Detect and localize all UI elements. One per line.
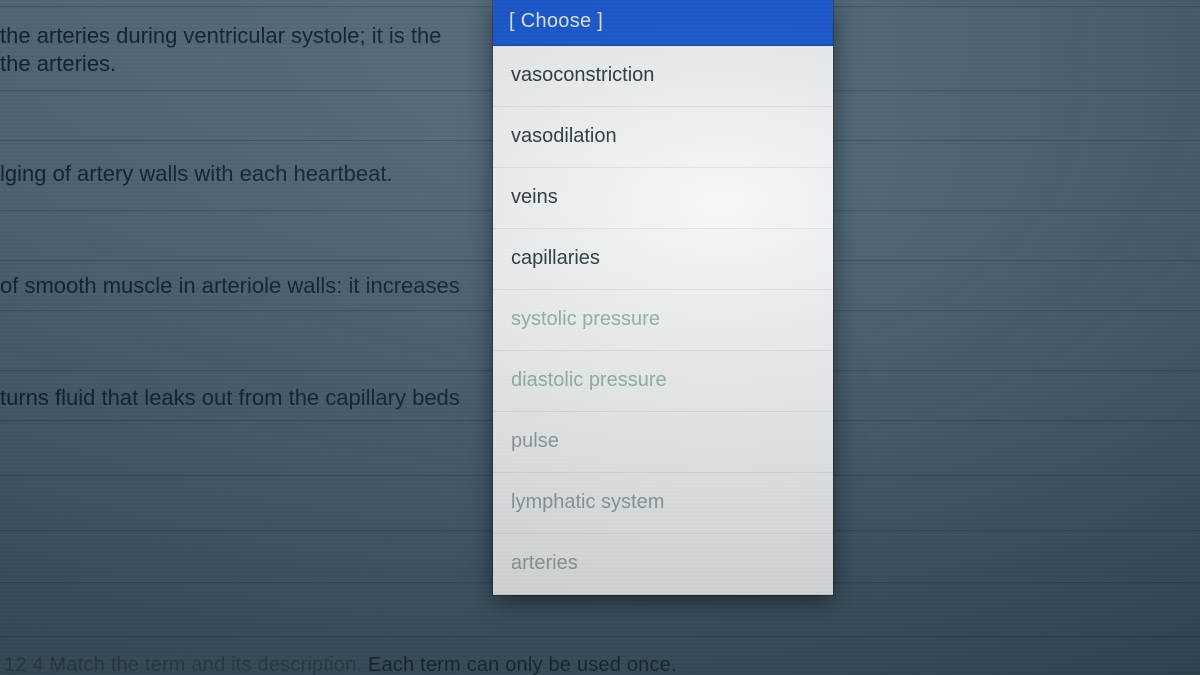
- instructions-footer: 12 4 Match the term and its description.…: [0, 654, 1200, 675]
- dropdown-option-pulse[interactable]: pulse: [493, 412, 833, 473]
- dropdown-option-vasodilation[interactable]: vasodilation: [493, 107, 833, 168]
- question-prompt-2-line-0: of smooth muscle in arteriole walls: it …: [0, 272, 482, 300]
- question-prompt-2: of smooth muscle in arteriole walls: it …: [0, 272, 482, 300]
- dropdown-option-veins[interactable]: veins: [493, 168, 833, 229]
- dropdown-option-arteries[interactable]: arteries: [493, 534, 833, 595]
- question-prompt-1: lging of artery walls with each heartbea…: [0, 160, 482, 188]
- question-prompt-0-line-1: the arteries.: [0, 50, 482, 78]
- dropdown-option-systolic-pressure[interactable]: systolic pressure: [493, 290, 833, 351]
- dropdown-option-lymphatic-system[interactable]: lymphatic system: [493, 473, 833, 534]
- answer-dropdown[interactable]: [ Choose ] vasoconstrictionvasodilationv…: [493, 0, 833, 595]
- question-prompt-1-line-0: lging of artery walls with each heartbea…: [0, 160, 482, 188]
- footer-rule: Each term can only be used once.: [368, 654, 677, 675]
- dropdown-option-vasoconstriction[interactable]: vasoconstriction: [493, 46, 833, 107]
- dropdown-list: vasoconstrictionvasodilationveinscapilla…: [493, 46, 833, 595]
- question-prompt-3-line-0: turns fluid that leaks out from the capi…: [0, 384, 482, 412]
- question-prompt-3: turns fluid that leaks out from the capi…: [0, 384, 482, 412]
- question-prompt-0-line-0: the arteries during ventricular systole;…: [0, 22, 482, 50]
- footer-lead: 12 4 Match the term and its description.: [4, 654, 368, 675]
- dropdown-placeholder[interactable]: [ Choose ]: [493, 0, 833, 46]
- dropdown-option-diastolic-pressure[interactable]: diastolic pressure: [493, 351, 833, 412]
- question-prompts-column: the arteries during ventricular systole;…: [0, 0, 490, 675]
- dropdown-option-capillaries[interactable]: capillaries: [493, 229, 833, 290]
- question-prompt-0: the arteries during ventricular systole;…: [0, 22, 482, 77]
